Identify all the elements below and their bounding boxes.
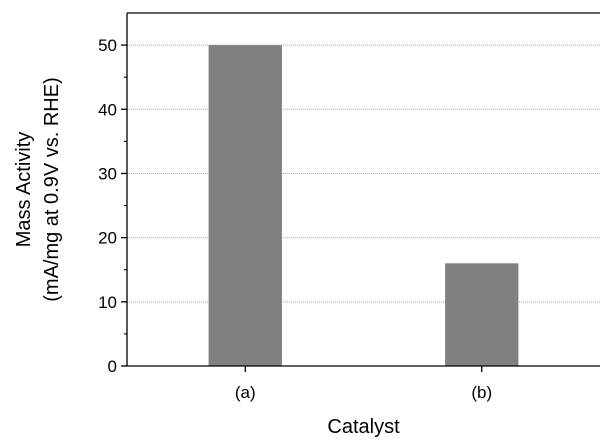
tick-labels: (a) (b) 0 10 20 30 40 50 bbox=[98, 36, 492, 402]
y-tick-label-30: 30 bbox=[98, 164, 117, 183]
axes bbox=[121, 12, 600, 372]
y-tick-label-50: 50 bbox=[98, 36, 117, 55]
x-tick-label-1: (a) bbox=[235, 383, 256, 402]
y-tick-label-40: 40 bbox=[98, 100, 117, 119]
x-axis-title: Catalyst bbox=[327, 416, 400, 438]
gridlines bbox=[127, 44, 600, 303]
y-axis-title-line-2: (mA/mg at 0.9V vs. RHE) bbox=[41, 77, 63, 302]
bars bbox=[208, 45, 519, 366]
bar-1 bbox=[208, 45, 282, 366]
x-tick-label-2: (b) bbox=[471, 383, 492, 402]
y-axis-title-line-1: Mass Activity bbox=[13, 132, 35, 248]
y-tick-label-0: 0 bbox=[108, 357, 117, 376]
y-tick-label-10: 10 bbox=[98, 293, 117, 312]
bar-2 bbox=[445, 263, 519, 366]
y-tick-label-20: 20 bbox=[98, 229, 117, 248]
